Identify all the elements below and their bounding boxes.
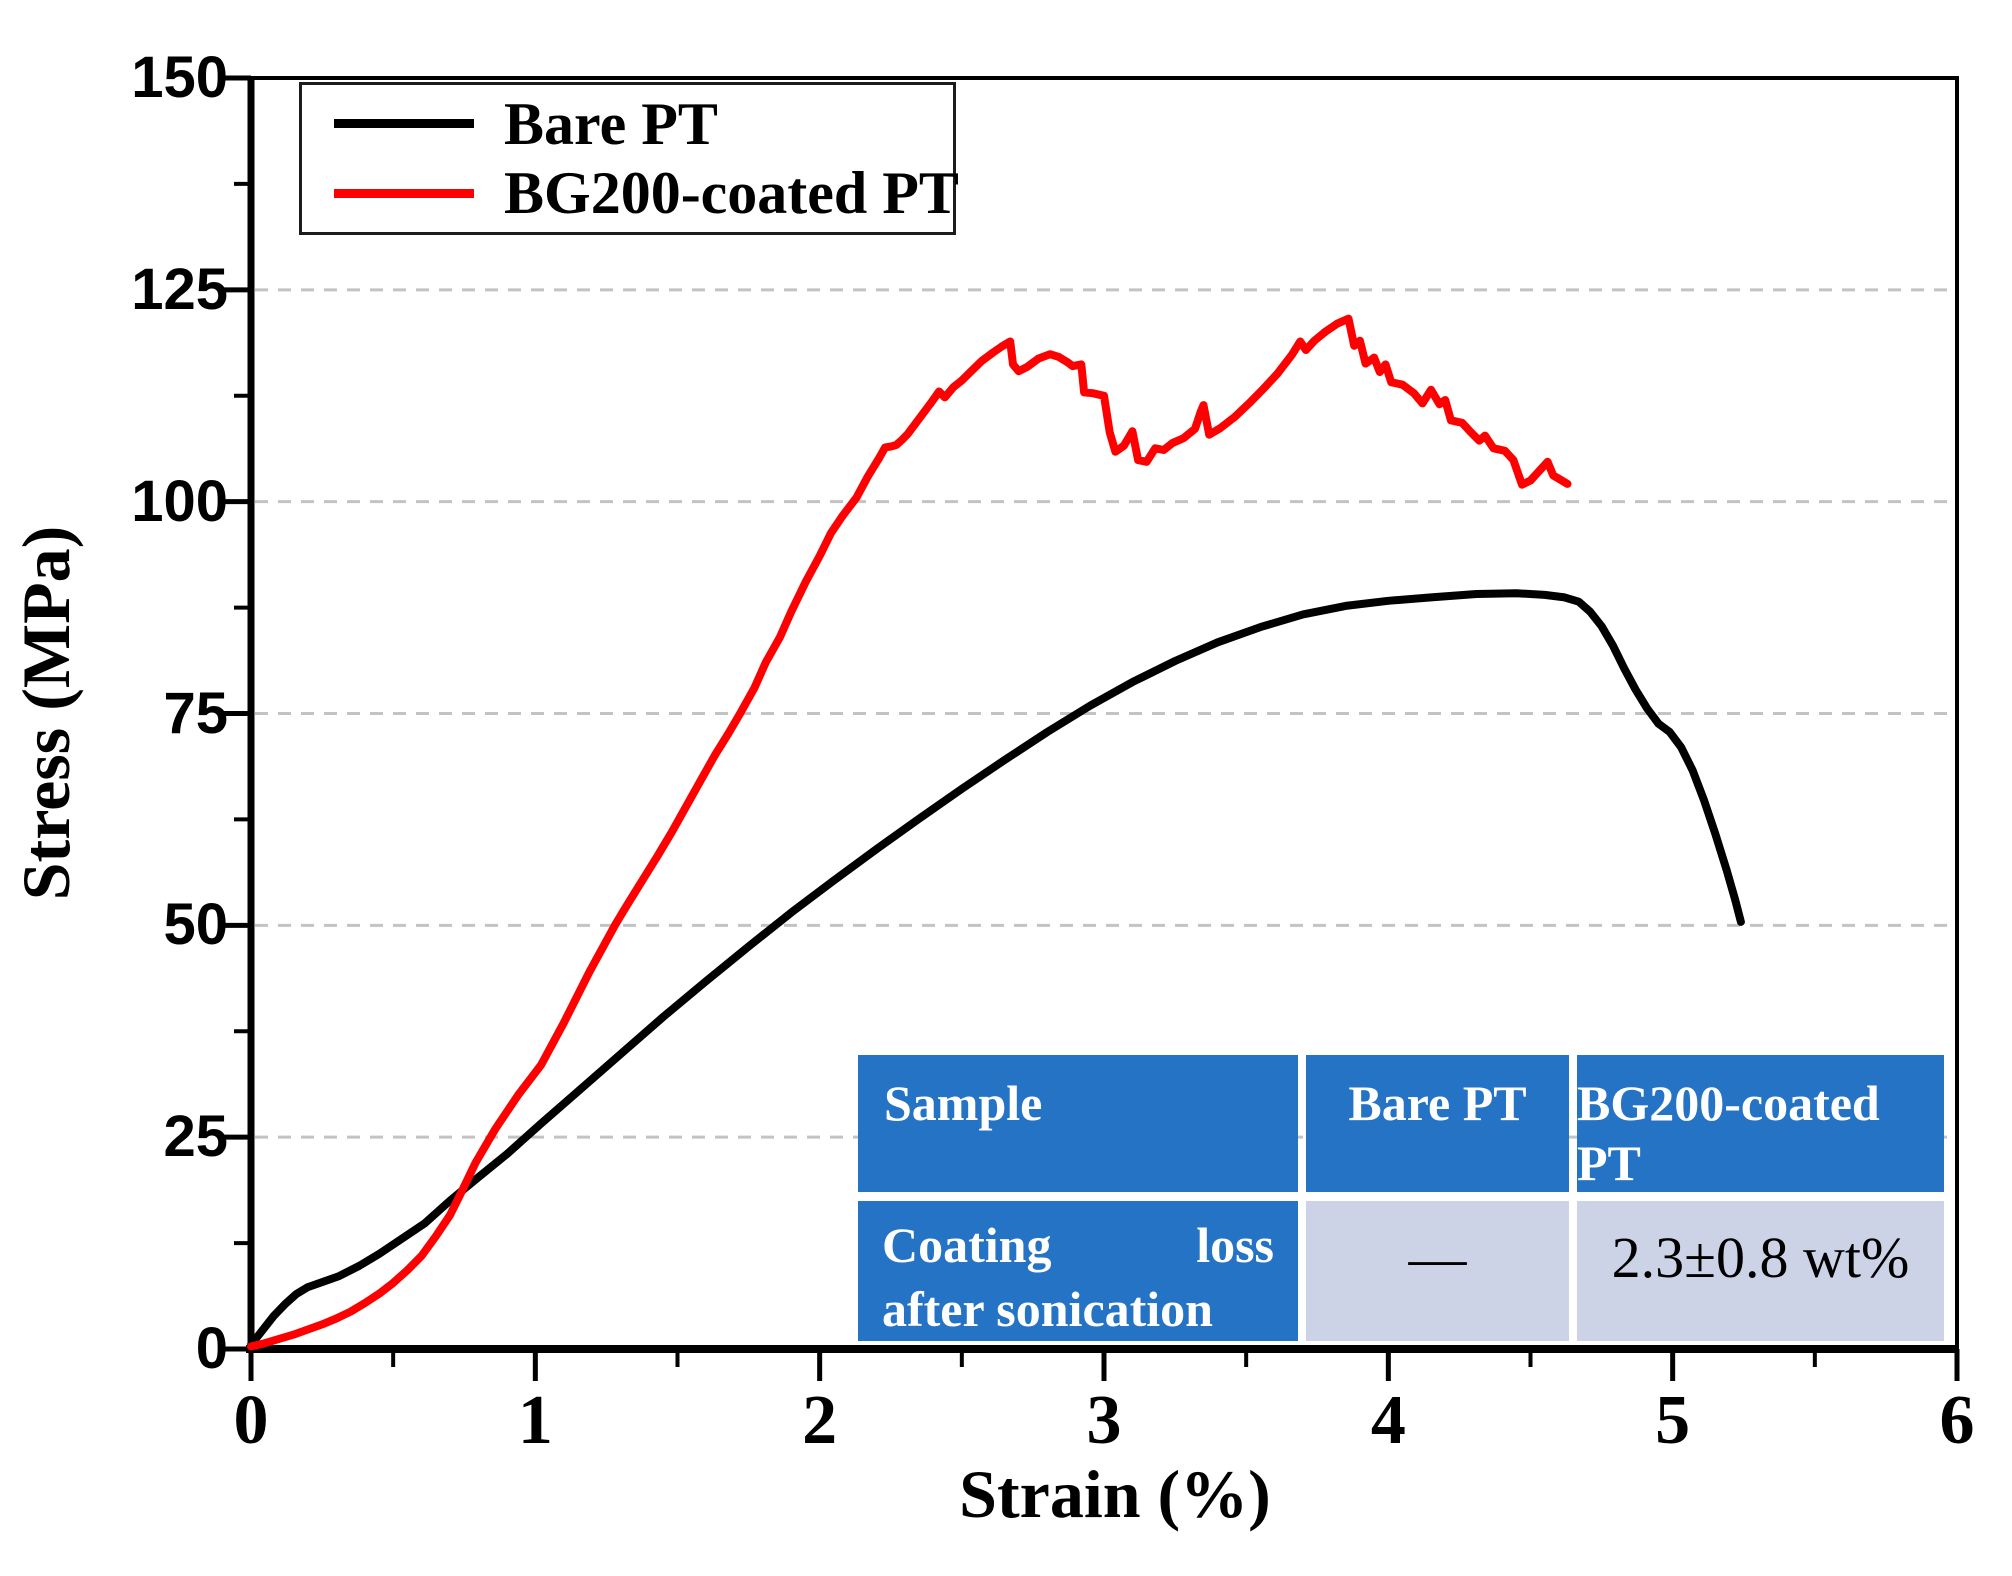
table-row-label-line1: Coating loss [882, 1213, 1274, 1277]
x-tick-label-0: 0 [233, 1382, 269, 1459]
x-tick-label-1: 1 [517, 1382, 553, 1459]
coating-loss-table: Sample Bare PT BG200-coated PT Coating l… [858, 1055, 1944, 1341]
y-tick-label-25: 25 [163, 1104, 228, 1170]
table-row-label-coating-loss: Coating loss after sonication [858, 1201, 1298, 1341]
table-header-text: Sample [884, 1075, 1043, 1131]
y-tick-label-125: 125 [131, 256, 228, 322]
legend: Bare PT BG200-coated PT [299, 82, 959, 235]
legend-entry-bg200-coated-pt: BG200-coated PT [334, 162, 959, 224]
legend-entry-bare-pt: Bare PT [334, 93, 953, 155]
table-text: Coating [882, 1217, 1052, 1273]
table-cell-bare-pt-value: — [1306, 1201, 1569, 1341]
table-header-bare-pt: Bare PT [1306, 1055, 1569, 1192]
y-tick-label-100: 100 [131, 468, 228, 534]
table-row-label-line2: after sonication [882, 1281, 1213, 1337]
y-tick-label-150: 150 [131, 45, 228, 110]
y-tick-label-75: 75 [163, 680, 228, 746]
x-tick-label-4: 4 [1370, 1382, 1406, 1459]
table-header-sample: Sample [858, 1055, 1298, 1192]
table-text: loss [1196, 1217, 1274, 1273]
y-axis-title: Stress (MPa) [7, 263, 89, 1163]
table-header-text: BG200-coated [1577, 1074, 1880, 1131]
x-axis-title-text: Strain (%) [959, 1456, 1271, 1532]
coating-loss-value: 2.3±0.8 wt% [1611, 1225, 1910, 1290]
series-line-bg200-coated-pt [247, 314, 1572, 1351]
x-axis-title: Strain (%) [715, 1455, 1515, 1545]
table-cell-coated-pt-value: 2.3±0.8 wt% [1577, 1201, 1944, 1341]
legend-label: Bare PT [504, 90, 718, 157]
x-tick-label-3: 3 [1086, 1382, 1122, 1459]
y-axis-title-text: Stress (MPa) [8, 525, 84, 901]
x-tick-label-5: 5 [1655, 1382, 1691, 1459]
y-tick-label-0: 0 [195, 1316, 228, 1381]
table-header-bg200-coated-pt: BG200-coated PT [1577, 1055, 1944, 1192]
legend-line-swatch-red [334, 188, 474, 198]
legend-line-swatch-black [334, 119, 474, 129]
legend-label: BG200-coated PT [504, 160, 959, 227]
table-header-text: PT [1577, 1134, 1641, 1191]
y-tick-label-50: 50 [163, 892, 228, 958]
table-header-text: Bare PT [1348, 1075, 1527, 1131]
dash-value: — [1408, 1225, 1467, 1290]
x-tick-label-6: 6 [1939, 1382, 1975, 1459]
series-line-bare-pt [247, 589, 1745, 1349]
x-tick-label-2: 2 [802, 1382, 838, 1459]
